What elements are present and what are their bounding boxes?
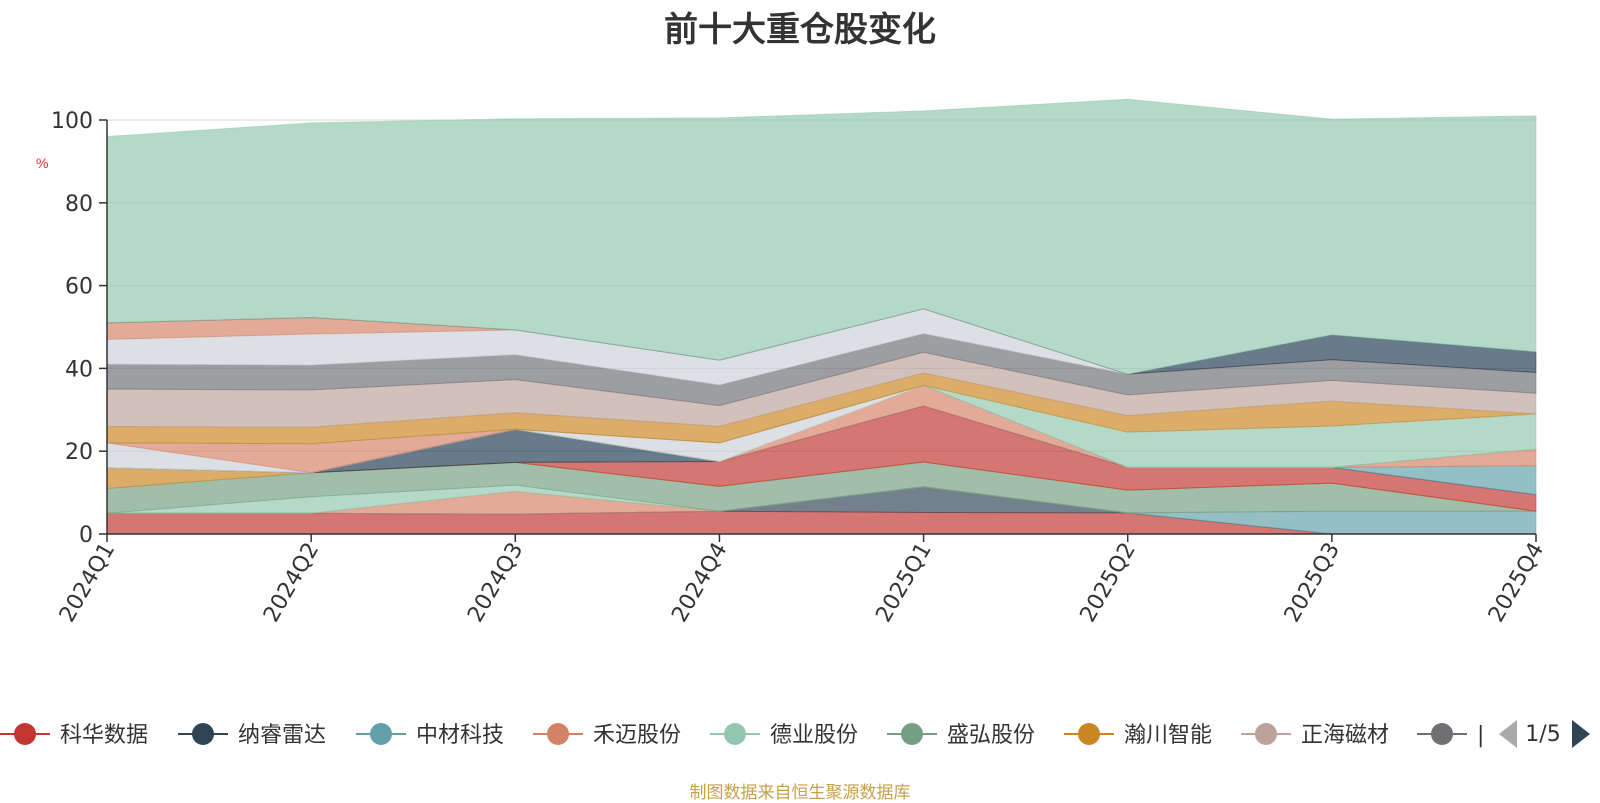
legend-item[interactable]: 纳睿雷达	[178, 723, 326, 748]
legend-item[interactable]: 盛弘股份	[887, 723, 1035, 748]
legend-label: |	[1477, 723, 1484, 748]
x-tick-label: 2025Q3	[1280, 539, 1345, 627]
legend-item[interactable]: 禾迈股份	[533, 723, 681, 748]
legend-marker-icon	[14, 723, 36, 745]
x-tick-label: 2025Q4	[1484, 539, 1549, 627]
y-tick-label: 100	[51, 109, 93, 134]
y-tick-label: 0	[79, 523, 93, 548]
legend-label: 盛弘股份	[947, 723, 1035, 748]
y-tick-label: 40	[65, 357, 93, 382]
x-tick-label: 2025Q1	[871, 539, 936, 627]
legend-marker-icon	[1255, 723, 1277, 745]
x-tick-label: 2025Q2	[1076, 539, 1141, 627]
y-tick-label: 80	[65, 192, 93, 217]
legend-prev-page-icon[interactable]	[1499, 720, 1517, 748]
legend-page-indicator: 1/5	[1525, 722, 1560, 747]
data-source-note: 制图数据来自恒生聚源数据库	[689, 783, 911, 803]
legend-item[interactable]: 正海磁材	[1241, 723, 1389, 748]
legend-marker-icon	[192, 723, 214, 745]
legend-label: 禾迈股份	[593, 723, 681, 748]
y-tick-label: 20	[65, 440, 93, 465]
x-tick-label: 2024Q1	[55, 539, 120, 627]
chart-title: 前十大重仓股变化	[664, 10, 936, 50]
legend-item[interactable]: 德业股份	[710, 723, 858, 748]
y-tick-label: 60	[65, 275, 93, 300]
legend-marker-icon	[724, 723, 746, 745]
area-series	[106, 98, 1537, 535]
legend-marker-icon	[1078, 723, 1100, 745]
legend-item[interactable]: 中材科技	[356, 723, 504, 748]
y-axis-unit-label: %	[36, 155, 48, 171]
legend-marker-icon	[547, 723, 569, 745]
legend-label: 纳睿雷达	[238, 723, 326, 748]
legend-next-page-icon[interactable]	[1572, 720, 1590, 748]
legend-item[interactable]: 瀚川智能	[1064, 723, 1212, 748]
legend-label: 科华数据	[60, 723, 148, 748]
legend-item[interactable]: |	[1417, 723, 1484, 748]
x-tick-label: 2024Q3	[463, 539, 528, 627]
legend-pager[interactable]: 1/5	[1499, 720, 1590, 748]
legend[interactable]: 科华数据 纳睿雷达 中材科技 禾迈股份 德业股份 盛弘股份 瀚川智能 正海磁材 |	[0, 723, 1484, 748]
legend-label: 正海磁材	[1301, 723, 1389, 748]
legend-label: 中材科技	[416, 723, 504, 748]
legend-marker-icon	[901, 723, 923, 745]
x-tick-label: 2024Q2	[259, 539, 324, 627]
legend-item[interactable]: 科华数据	[0, 723, 148, 748]
legend-label: 德业股份	[770, 723, 858, 748]
area-layer-21	[106, 98, 1537, 375]
x-tick-label: 2024Q4	[667, 539, 732, 627]
legend-marker-icon	[370, 723, 392, 745]
legend-label: 瀚川智能	[1124, 723, 1212, 748]
legend-marker-icon	[1431, 723, 1453, 745]
